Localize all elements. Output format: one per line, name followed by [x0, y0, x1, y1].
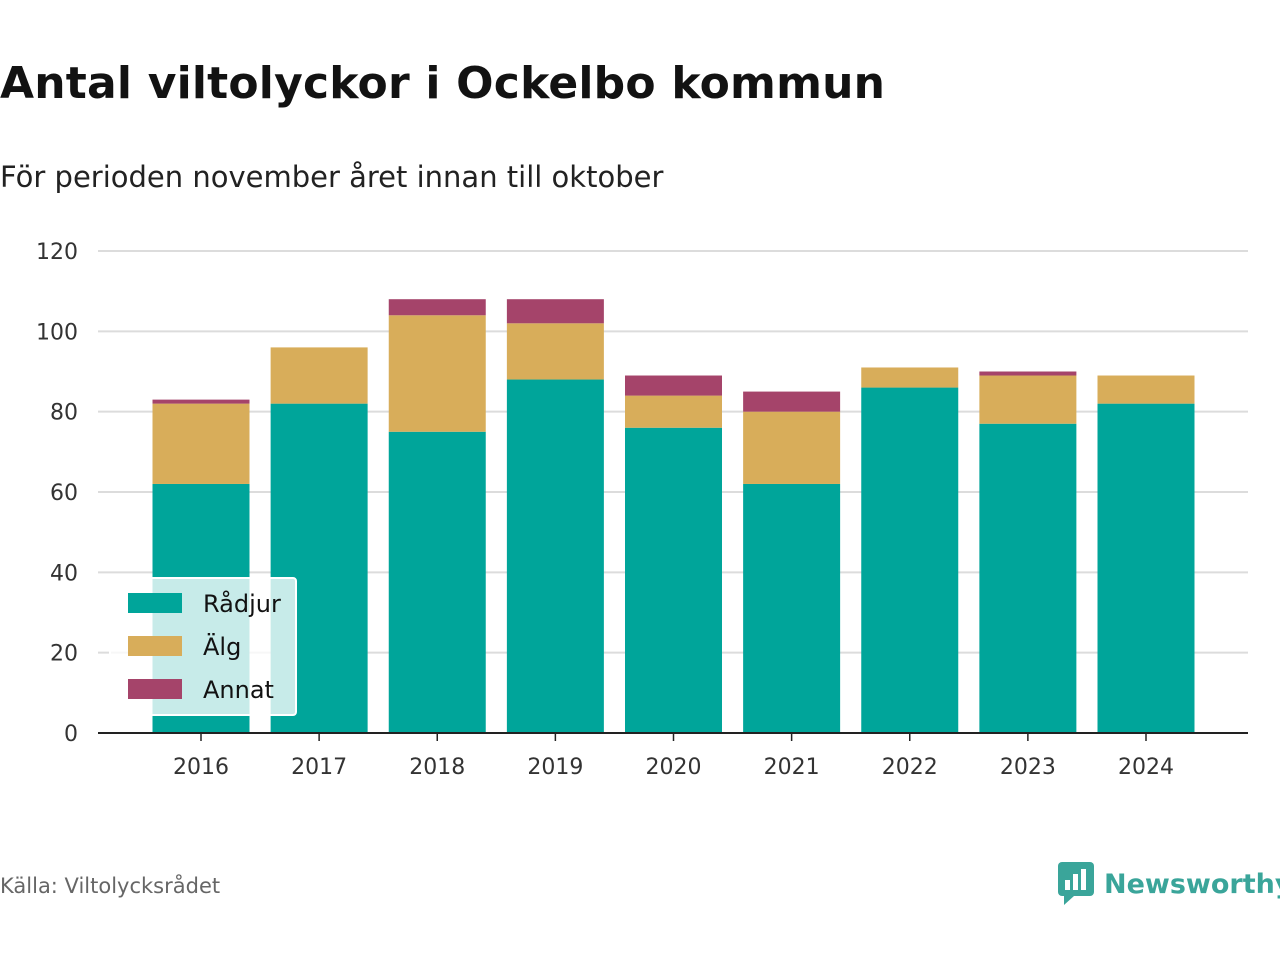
bar-segment-älg — [1097, 375, 1195, 404]
bar-segment-annat — [743, 391, 841, 412]
bar-segment-älg — [506, 323, 604, 380]
bars — [152, 299, 1195, 733]
x-tick-label: 2022 — [882, 755, 938, 780]
bar-segment-älg — [625, 395, 722, 428]
legend-swatch — [128, 593, 182, 613]
bar-segment-rådjur — [861, 387, 959, 733]
bar-segment-annat — [625, 375, 722, 396]
x-tick-label: 2017 — [291, 755, 347, 780]
bar-segment-rådjur — [506, 379, 604, 733]
y-tick-label: 100 — [36, 320, 78, 345]
chart-subtitle: För perioden november året innan till ok… — [0, 160, 664, 194]
x-tick-label: 2024 — [1118, 755, 1174, 780]
legend: Rådjur Älg Annat — [109, 577, 297, 716]
brand-name: Newsworthy — [1104, 868, 1280, 900]
y-axis-ticks: 0 20 40 60 80 100 120 — [36, 240, 78, 747]
legend-label: Älg — [203, 632, 241, 661]
bar-segment-rådjur — [1097, 403, 1195, 733]
bar-segment-annat — [388, 299, 486, 316]
bar-segment-älg — [388, 315, 486, 432]
legend-swatch — [128, 636, 182, 656]
bar-segment-älg — [979, 375, 1077, 424]
bar-segment-älg — [270, 347, 368, 404]
x-tick-label: 2018 — [409, 755, 465, 780]
chart-title: Antal viltolyckor i Ockelbo kommun — [0, 58, 886, 109]
x-tick-label: 2023 — [1000, 755, 1056, 780]
legend-label: Annat — [203, 676, 274, 704]
y-tick-label: 0 — [64, 722, 78, 747]
bar-segment-älg — [152, 403, 250, 484]
bar-segment-rådjur — [979, 423, 1077, 733]
bar-segment-rådjur — [388, 431, 486, 733]
y-tick-label: 120 — [36, 240, 78, 265]
y-tick-label: 40 — [50, 561, 78, 586]
legend-swatch — [128, 679, 182, 699]
newsworthy-logo-icon — [1058, 862, 1094, 905]
bar-segment-älg — [743, 411, 841, 484]
source-note: Källa: Viltolycksrådet — [0, 874, 221, 898]
y-tick-label: 80 — [50, 401, 78, 426]
brand-logo: Newsworthy — [1058, 862, 1280, 906]
x-tick-label: 2021 — [764, 755, 820, 780]
bar-segment-rådjur — [625, 427, 722, 733]
x-tick-label: 2020 — [646, 755, 702, 780]
bar-segment-älg — [861, 367, 959, 388]
bar-segment-annat — [979, 371, 1077, 376]
y-tick-label: 60 — [50, 481, 78, 506]
x-tick-label: 2019 — [527, 755, 583, 780]
x-axis-ticks: 2016 2017 2018 2019 2020 2021 2022 2023 2024 — [173, 733, 1174, 780]
bar-segment-annat — [152, 399, 250, 404]
legend-label: Rådjur — [203, 589, 281, 618]
x-tick-label: 2016 — [173, 755, 229, 780]
bar-segment-rådjur — [743, 483, 841, 733]
y-tick-label: 20 — [50, 642, 78, 667]
bar-segment-annat — [506, 299, 604, 324]
